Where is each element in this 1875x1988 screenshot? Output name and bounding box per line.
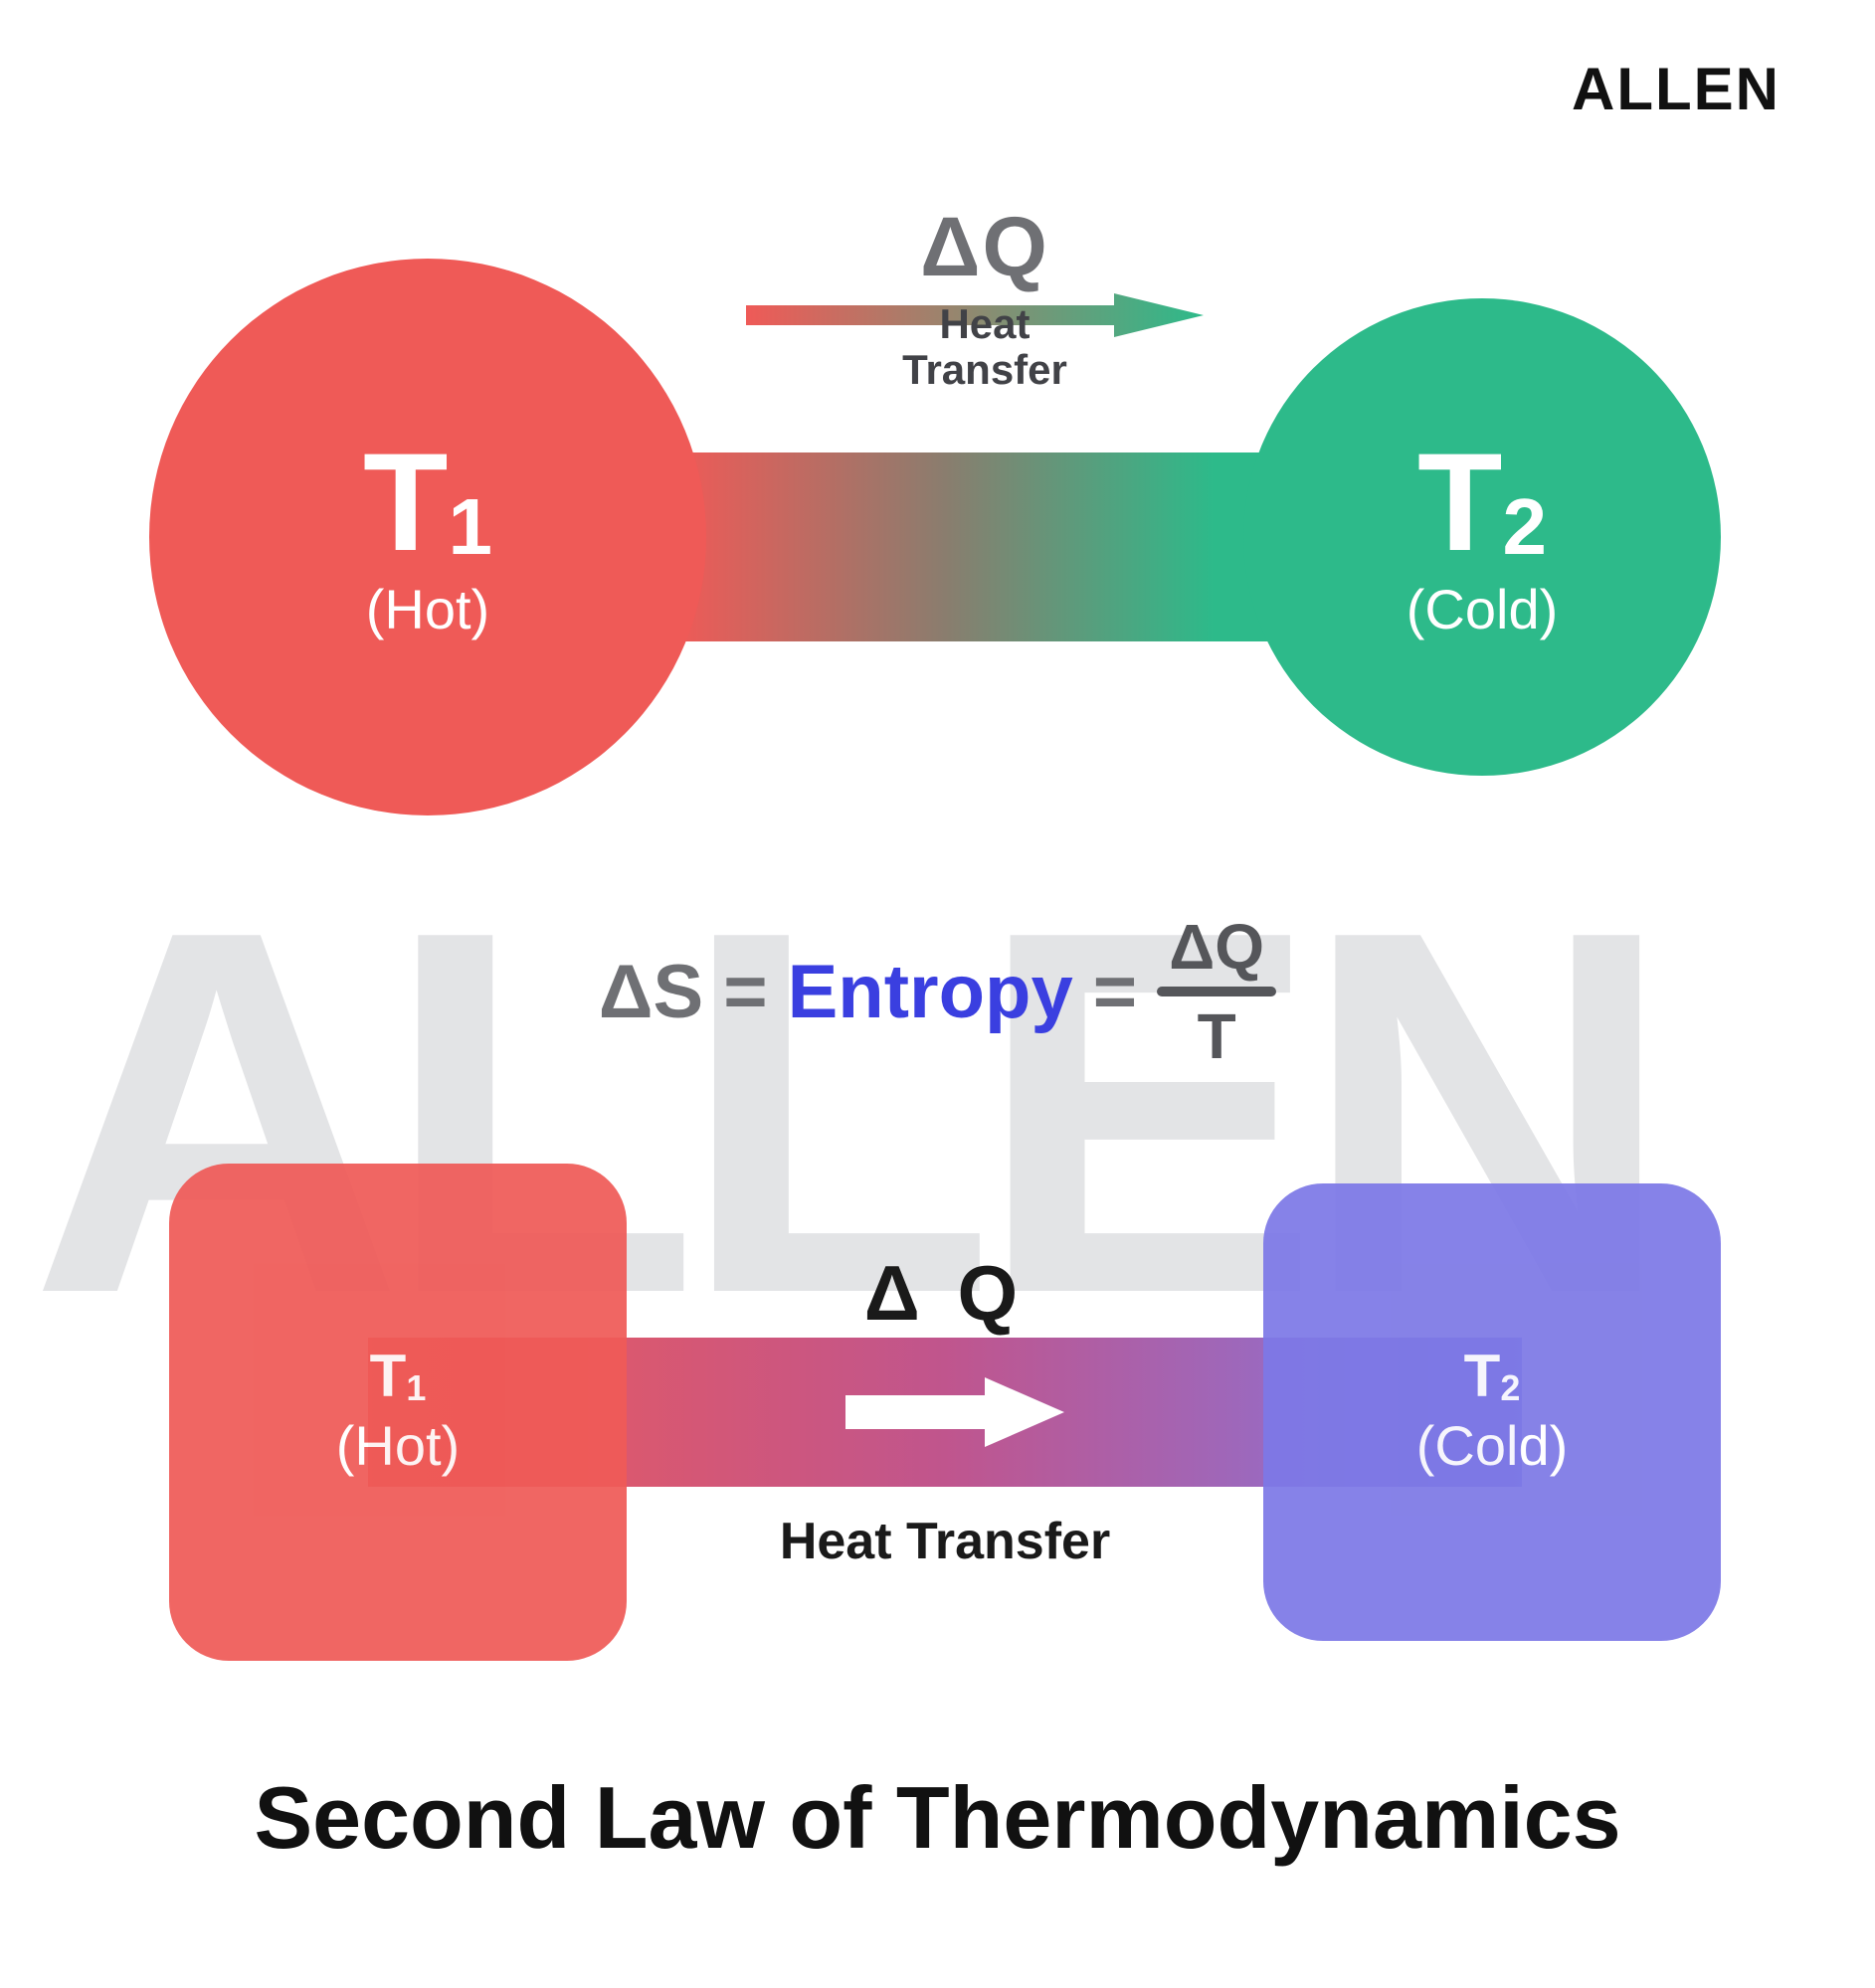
heat-arrow-bottom [845,1377,1064,1447]
page-title: Second Law of Thermodynamics [0,1767,1875,1869]
brand-logo: ALLEN [1572,55,1781,123]
entropy-equation: ΔS = Entropy = ΔQ T [0,915,1875,1068]
fraction-bar [1157,987,1276,996]
t1-label-sq: T1 [370,1347,427,1409]
hot-reservoir-circle: T1 (Hot) [149,259,706,815]
diagram-circles: ΔQ Heat Transfer T1 (Hot) T2 (Cold) [149,199,1741,815]
cold-reservoir-square: T2 (Cold) [1263,1183,1721,1641]
diagram-squares: Δ Q Heat Transfer T1 (Hot) T2 (Cold) [169,1154,1721,1671]
cold-reservoir-circle: T2 (Cold) [1243,298,1721,776]
t2-label-sq: T2 [1464,1347,1521,1409]
fraction-numerator: ΔQ [1169,915,1264,979]
delta-q-label-top: ΔQ [786,199,1184,295]
fraction-denominator: T [1198,1004,1236,1068]
t1-state: (Hot) [366,577,489,641]
t1-label: T1 [363,433,492,573]
t2-state: (Cold) [1406,577,1558,641]
t1-state-sq: (Hot) [336,1413,460,1478]
heat-transfer-label-top: Heat Transfer [786,301,1184,393]
delta-s: ΔS [599,949,703,1035]
fraction: ΔQ T [1157,915,1276,1068]
t2-state-sq: (Cold) [1416,1413,1568,1478]
entropy-word: Entropy [788,949,1073,1035]
hot-reservoir-square: T1 (Hot) [169,1164,627,1661]
t2-label: T2 [1417,433,1547,573]
